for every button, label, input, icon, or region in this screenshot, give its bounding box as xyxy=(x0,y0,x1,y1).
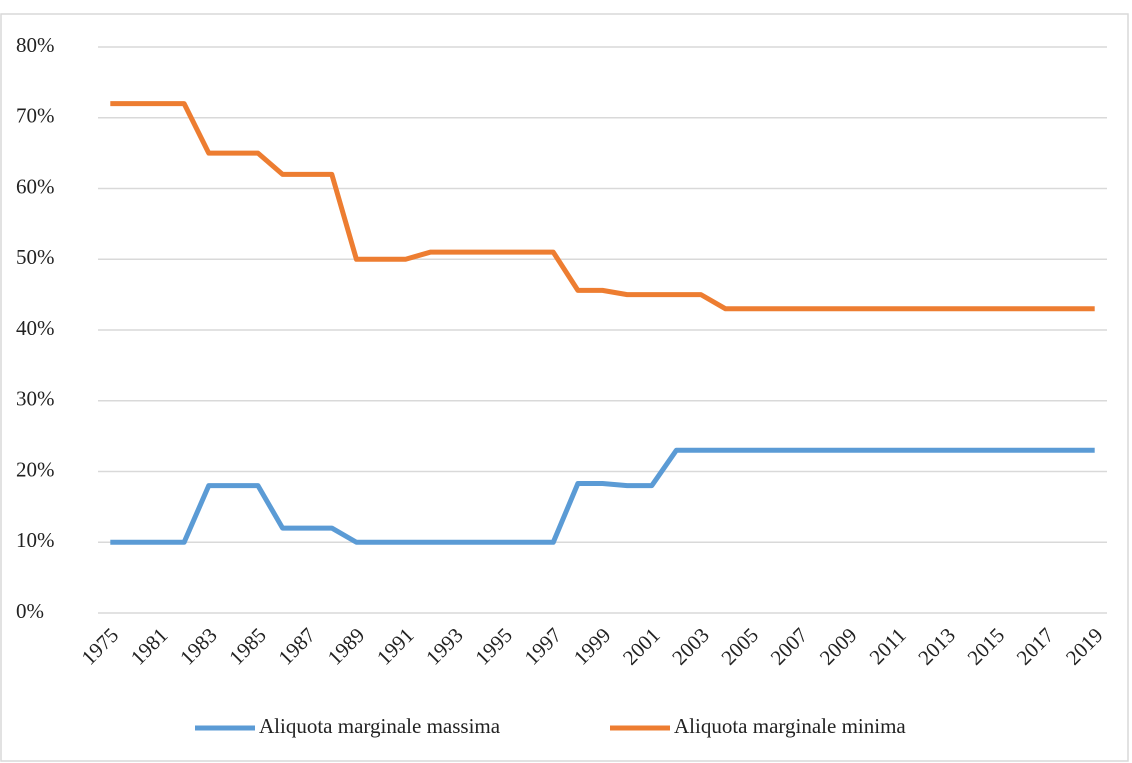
x-tick-label: 1991 xyxy=(372,623,419,670)
chart-frame xyxy=(0,13,1129,762)
x-tick-label: 1983 xyxy=(175,623,222,670)
x-tick-label: 1975 xyxy=(77,623,124,670)
y-tick-label: 0% xyxy=(16,599,44,623)
x-tick-label: 2013 xyxy=(913,623,960,670)
x-tick-label: 2009 xyxy=(815,623,862,670)
x-tick-label: 1999 xyxy=(569,623,616,670)
y-tick-label: 20% xyxy=(16,457,55,481)
x-tick-label: 1987 xyxy=(273,623,320,670)
x-tick-label: 1997 xyxy=(520,623,567,670)
x-tick-label: 2019 xyxy=(1061,623,1108,670)
y-tick-label: 50% xyxy=(16,245,55,269)
y-tick-label: 30% xyxy=(16,387,55,411)
x-tick-label: 1995 xyxy=(470,623,517,670)
line xyxy=(110,101,1095,312)
x-tick-label: 1989 xyxy=(323,623,370,670)
x-tick-label: 1981 xyxy=(126,623,173,670)
x-tick-label: 2005 xyxy=(716,623,763,670)
legend-label: Aliquota marginale massima xyxy=(259,714,501,738)
y-tick-label: 80% xyxy=(16,33,55,57)
x-tick-label: 2017 xyxy=(1012,623,1059,670)
legend-label: Aliquota marginale minima xyxy=(674,714,906,738)
x-tick-label: 1993 xyxy=(421,623,468,670)
x-tick-label: 2011 xyxy=(865,623,911,669)
x-tick-label: 2003 xyxy=(667,623,714,670)
line xyxy=(110,447,1095,545)
x-tick-label: 2001 xyxy=(618,623,665,670)
y-tick-label: 10% xyxy=(16,528,55,552)
y-tick-label: 70% xyxy=(16,104,55,128)
y-tick-label: 60% xyxy=(16,174,55,198)
x-tick-label: 1985 xyxy=(224,623,271,670)
x-tick-label: 2007 xyxy=(766,623,813,670)
x-tick-label: 2015 xyxy=(963,623,1010,670)
y-tick-label: 40% xyxy=(16,316,55,340)
